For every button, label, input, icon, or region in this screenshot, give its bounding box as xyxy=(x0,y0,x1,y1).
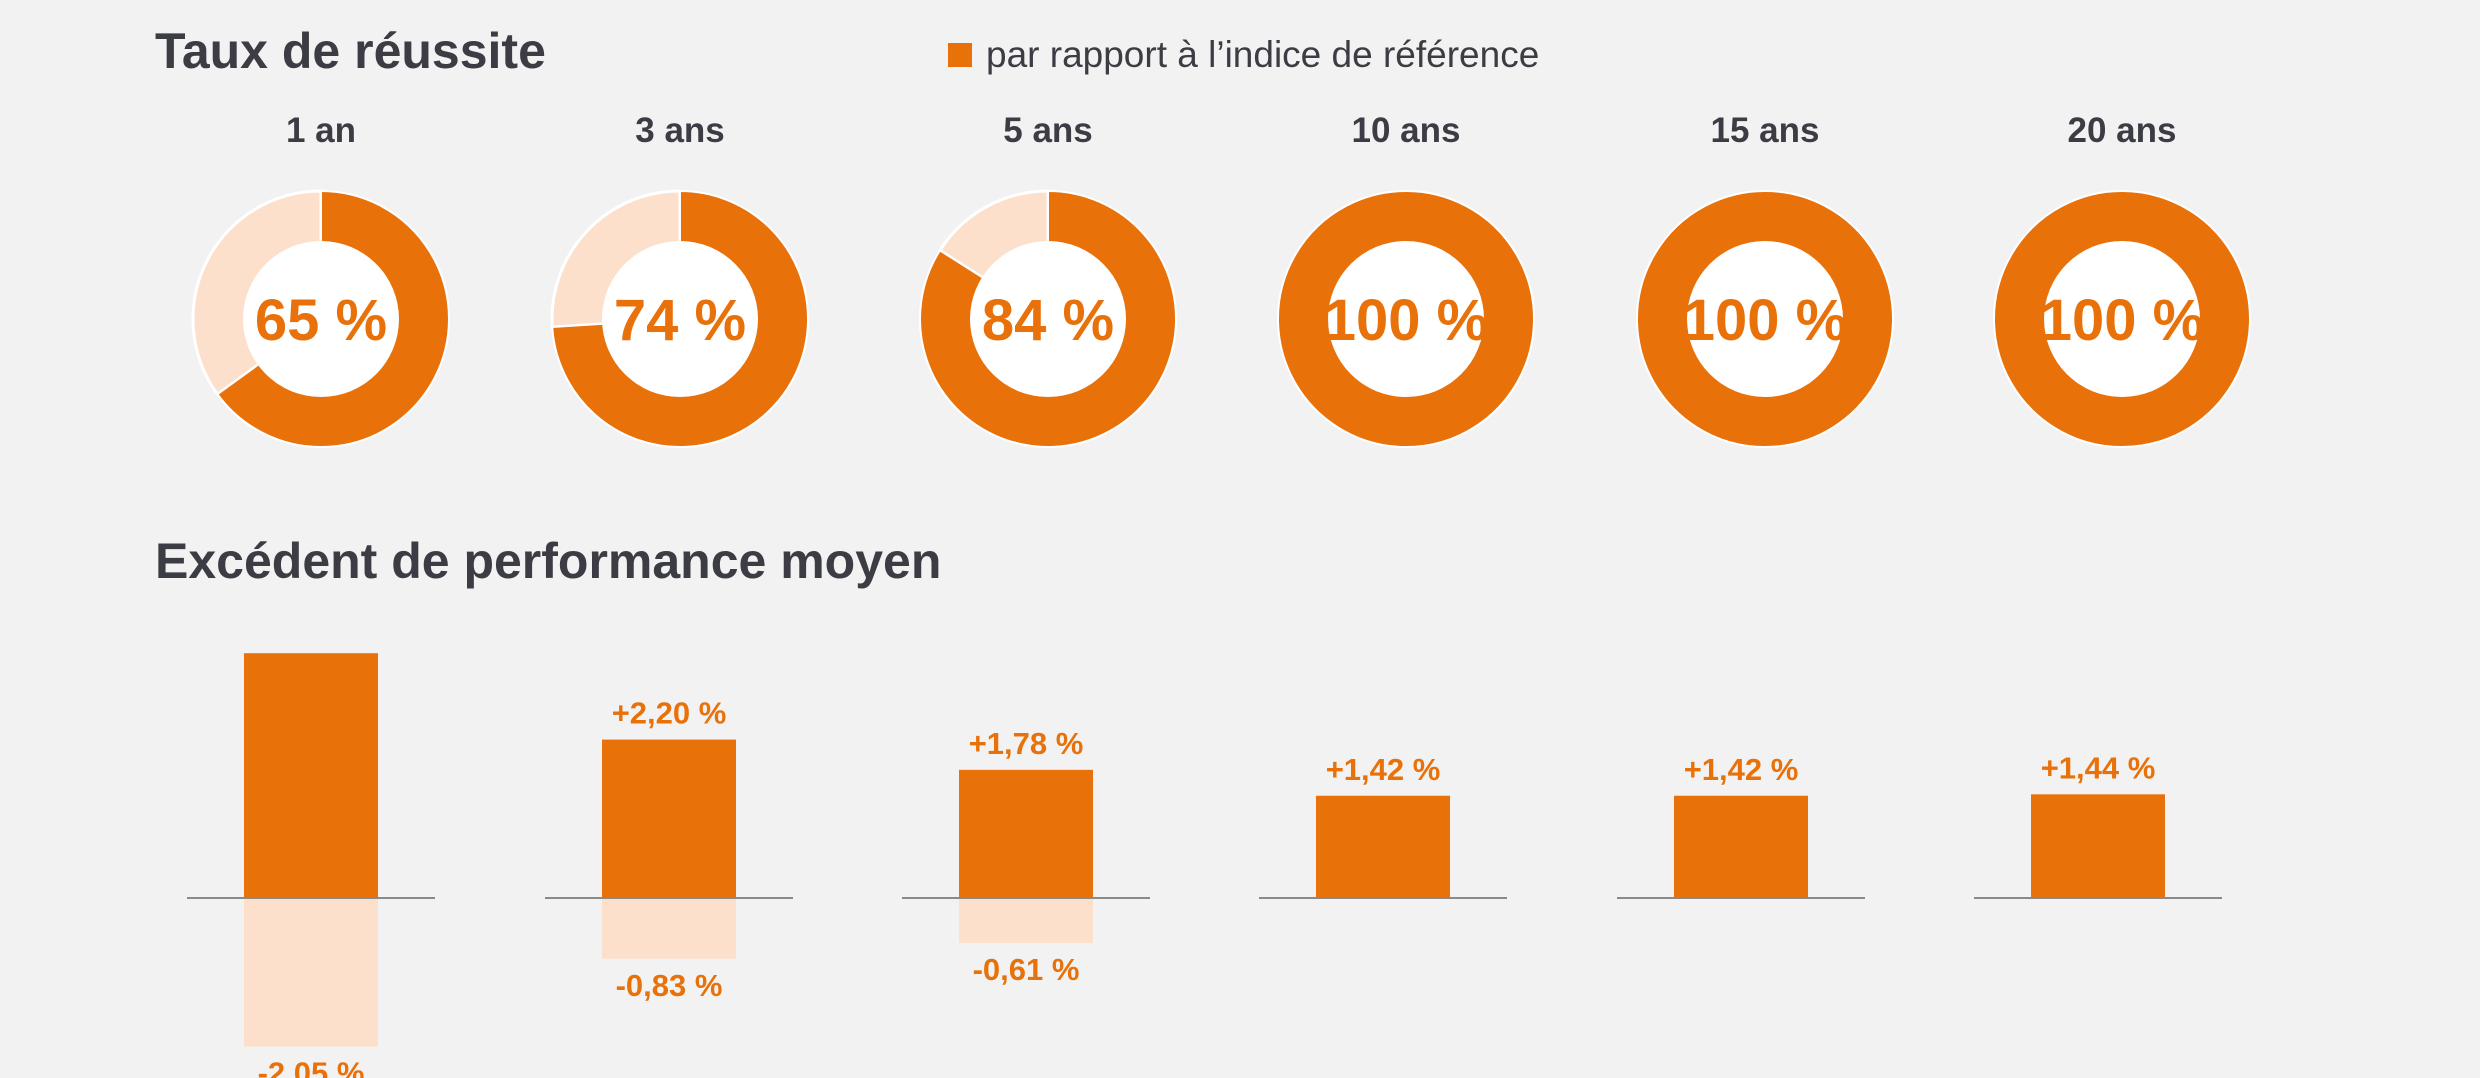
donut-period-label: 20 ans xyxy=(2068,111,2177,150)
positive-bar-label: +1,42 % xyxy=(1326,752,1441,787)
donut-value-label: 100 % xyxy=(1683,288,1847,353)
positive-bar xyxy=(2031,794,2165,898)
positive-bar-label: +2,20 % xyxy=(612,696,727,731)
donut-period-label: 15 ans xyxy=(1711,111,1820,150)
donut-period-label: 1 an xyxy=(286,111,356,150)
donut-value-label: 74 % xyxy=(614,288,746,353)
positive-bar xyxy=(1316,795,1450,898)
negative-bar xyxy=(602,899,736,959)
negative-bar-label: -0,61 % xyxy=(973,952,1080,987)
donut-value-label: 100 % xyxy=(1324,288,1488,353)
donut-value-label: 65 % xyxy=(255,288,387,353)
donut-period-label: 5 ans xyxy=(1003,111,1093,150)
donut-value-label: 100 % xyxy=(2040,288,2204,353)
legend: par rapport à l’indice de référence xyxy=(948,34,1539,76)
positive-bar xyxy=(959,769,1093,898)
donut-hole xyxy=(2044,241,2200,397)
donut-hole xyxy=(243,241,399,397)
negative-bar xyxy=(959,899,1093,943)
donut-hole xyxy=(1328,241,1484,397)
donut-hole xyxy=(602,241,758,397)
negative-bar-label: -2,05 % xyxy=(258,1056,365,1078)
legend-label: par rapport à l’indice de référence xyxy=(986,34,1540,75)
positive-bar xyxy=(602,739,736,898)
positive-bar xyxy=(1674,795,1808,898)
donut-period-label: 3 ans xyxy=(635,111,725,150)
donut-period-label: 10 ans xyxy=(1352,111,1461,150)
donut-hole xyxy=(970,241,1126,397)
positive-bar xyxy=(244,653,378,898)
success-rate-title: Taux de réussite xyxy=(155,23,546,79)
donut-hole xyxy=(1687,241,1843,397)
donut-value-label: 84 % xyxy=(982,288,1114,353)
excess-performance-title: Excédent de performance moyen xyxy=(155,533,942,589)
legend-swatch xyxy=(948,43,972,67)
positive-bar-label: +1,44 % xyxy=(2041,750,2156,785)
negative-bar-label: -0,83 % xyxy=(616,968,723,1003)
negative-bar xyxy=(244,899,378,1047)
positive-bar-label: +1,78 % xyxy=(969,726,1084,761)
positive-bar-label: +1,42 % xyxy=(1684,752,1799,787)
